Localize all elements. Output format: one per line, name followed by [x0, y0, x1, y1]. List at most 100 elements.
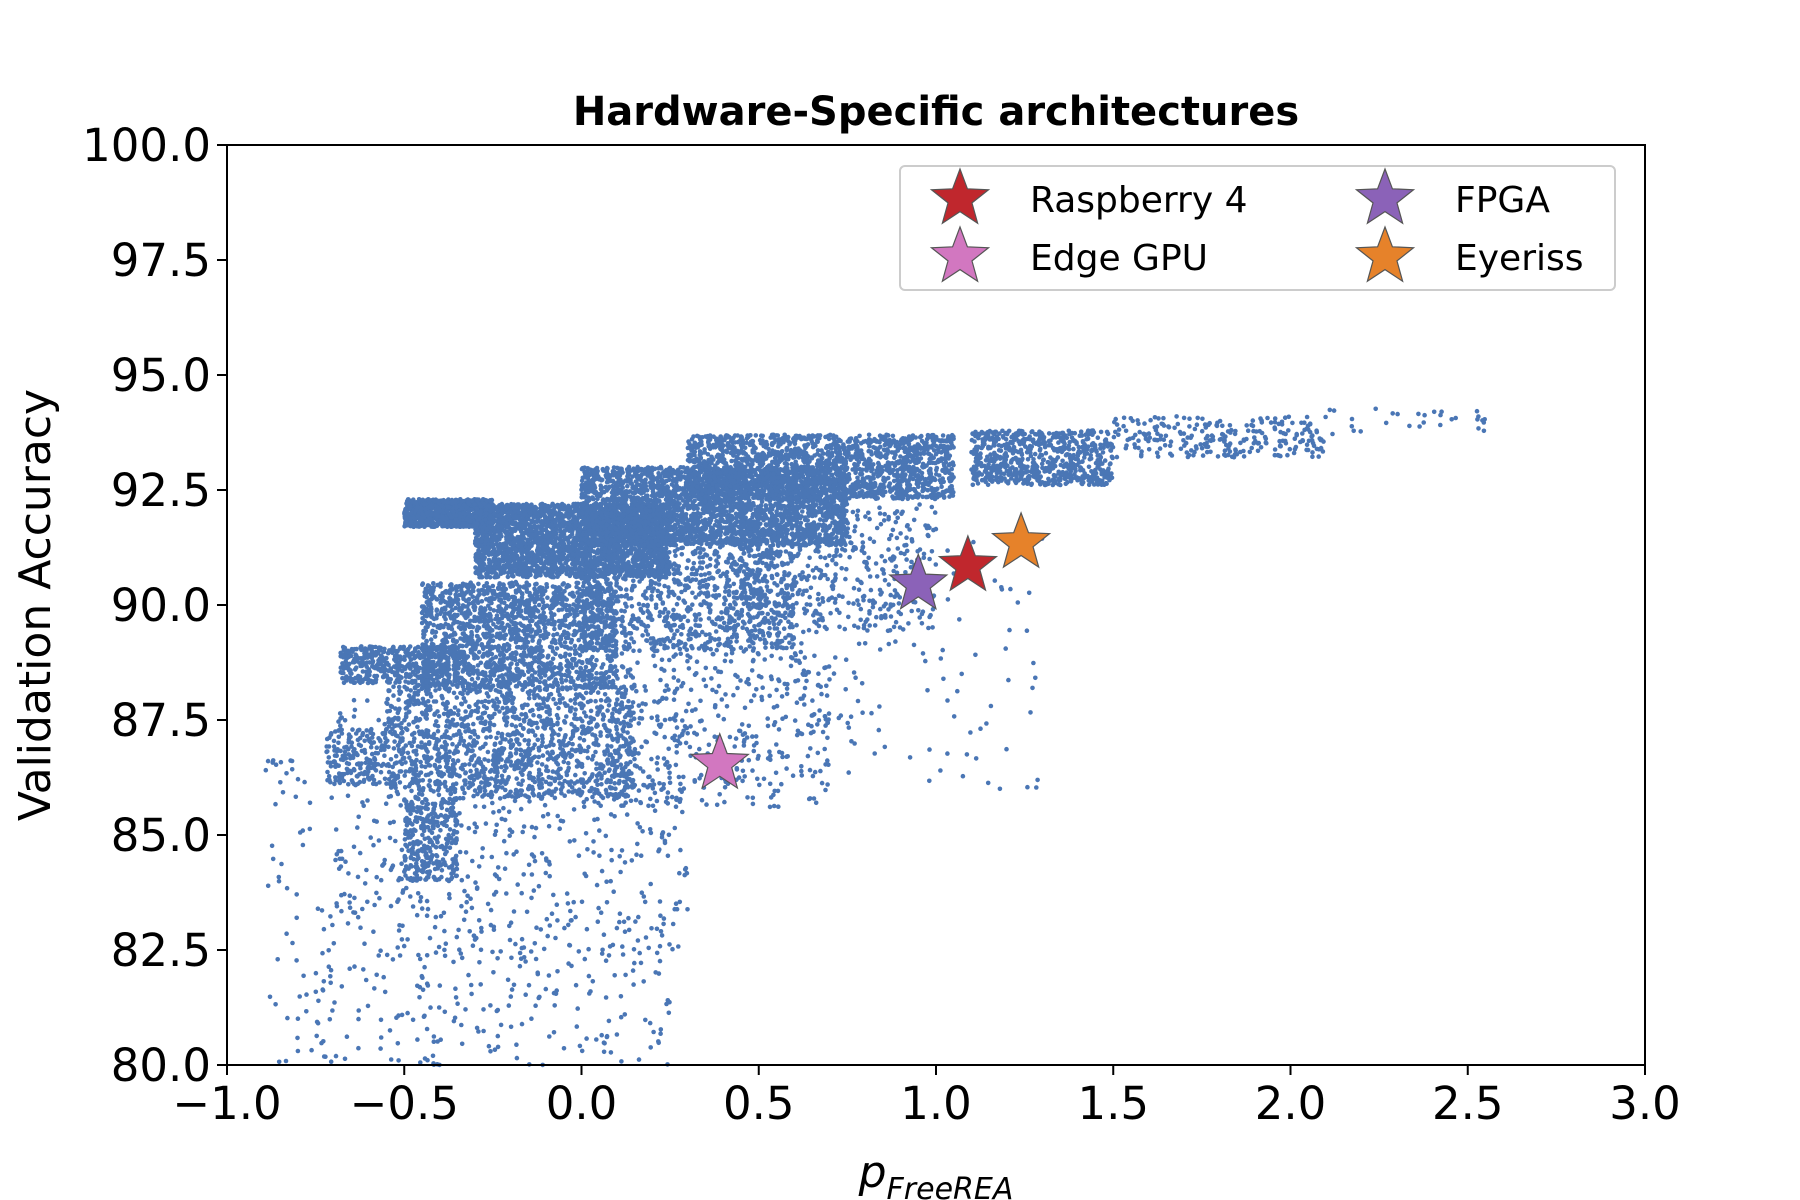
scatter-point	[456, 519, 461, 525]
scatter-point	[451, 509, 456, 514]
scatter-point	[406, 497, 411, 502]
scatter-point	[557, 527, 563, 533]
scatter-point	[497, 518, 502, 524]
scatter-point	[553, 531, 559, 537]
scatter-point	[448, 524, 454, 529]
scatter-point	[434, 523, 440, 528]
scatter-point	[484, 527, 490, 532]
scatter-point	[472, 530, 478, 536]
scatter-point	[550, 540, 556, 545]
scatter-point	[538, 502, 543, 507]
scatter-point	[490, 549, 496, 554]
scatter-point	[408, 510, 414, 516]
scatter-point	[445, 499, 450, 505]
scatter-point	[602, 573, 608, 578]
scatter-point	[505, 513, 511, 518]
scatter-point	[479, 538, 484, 544]
scatter-point	[511, 528, 516, 533]
scatter-point	[454, 513, 459, 518]
scatter-point	[524, 527, 530, 533]
scatter-point	[501, 563, 506, 569]
scatter-point	[817, 517, 823, 522]
scatter-point	[518, 548, 523, 553]
scatter-point	[523, 520, 529, 526]
scatter-point	[467, 523, 472, 529]
scatter-point	[423, 506, 428, 512]
scatter-point	[518, 534, 524, 539]
scatter-point	[586, 568, 591, 574]
scatter-point	[656, 466, 661, 471]
scatter-point	[550, 565, 556, 571]
scatter-point	[531, 524, 536, 529]
scatter-point	[658, 547, 663, 552]
scatter-point	[505, 560, 511, 565]
scatter-point	[534, 563, 540, 569]
scatter-point	[509, 570, 515, 576]
scatter-point	[467, 518, 473, 524]
scatter-point	[450, 499, 455, 505]
scatter-point	[451, 520, 457, 526]
scatter-point	[525, 546, 531, 551]
scatter-point	[565, 544, 570, 550]
scatter-point	[501, 542, 506, 548]
scatter-point	[424, 510, 430, 516]
scatter-point	[537, 568, 542, 574]
scatter-point	[461, 502, 467, 508]
scatter-point	[427, 498, 432, 504]
scatter-point	[531, 514, 537, 520]
scatter-point	[538, 506, 544, 512]
scatter-point	[566, 540, 572, 546]
scatter-point	[546, 568, 551, 573]
scatter-point	[560, 533, 566, 538]
scatter-point	[459, 498, 465, 504]
scatter-point	[517, 559, 523, 565]
scatter-point	[518, 539, 524, 544]
scatter-point	[520, 513, 526, 519]
scatter-point	[454, 504, 459, 510]
scatter-point	[402, 524, 407, 529]
scatter-point	[552, 510, 558, 515]
scatter-point	[487, 575, 493, 580]
scatter-point	[542, 534, 547, 539]
scatter-point	[478, 503, 484, 509]
scatter-point	[514, 505, 519, 510]
scatter-point	[444, 516, 449, 521]
scatter-point	[575, 532, 580, 537]
scatter-point	[554, 526, 559, 532]
scatter-point	[445, 504, 450, 510]
scatter-point	[556, 503, 562, 508]
scatter-point	[520, 525, 526, 530]
scatter-point	[537, 535, 543, 541]
scatter-point	[484, 507, 489, 512]
scatter-point	[559, 555, 565, 561]
scatter-point	[572, 540, 577, 546]
scatter-point	[560, 516, 565, 522]
scatter-point	[474, 554, 480, 559]
scatter-point	[477, 516, 482, 522]
scatter-point	[533, 519, 538, 524]
scatter-point	[435, 514, 441, 519]
scatter-point	[444, 520, 450, 526]
scatter-point	[478, 543, 484, 548]
scatter-point	[418, 521, 424, 527]
scatter-point	[614, 560, 620, 565]
scatter-point	[504, 531, 509, 537]
scatter-point	[563, 560, 569, 566]
scatter-point	[456, 524, 462, 529]
scatter-point	[568, 512, 573, 518]
scatter-point	[546, 552, 551, 558]
scatter-point	[547, 533, 552, 538]
scatter-point	[700, 507, 706, 512]
scatter-point	[663, 547, 668, 552]
scatter-point	[543, 507, 549, 512]
scatter-point	[466, 498, 471, 504]
scatter-point	[570, 551, 575, 557]
scatter-point	[525, 555, 530, 560]
scatter-point	[572, 507, 578, 513]
scatter-point	[524, 561, 529, 566]
scatter-point	[508, 535, 513, 541]
scatter-point	[501, 568, 507, 574]
scatter-point	[499, 534, 504, 539]
scatter-point	[570, 571, 575, 576]
